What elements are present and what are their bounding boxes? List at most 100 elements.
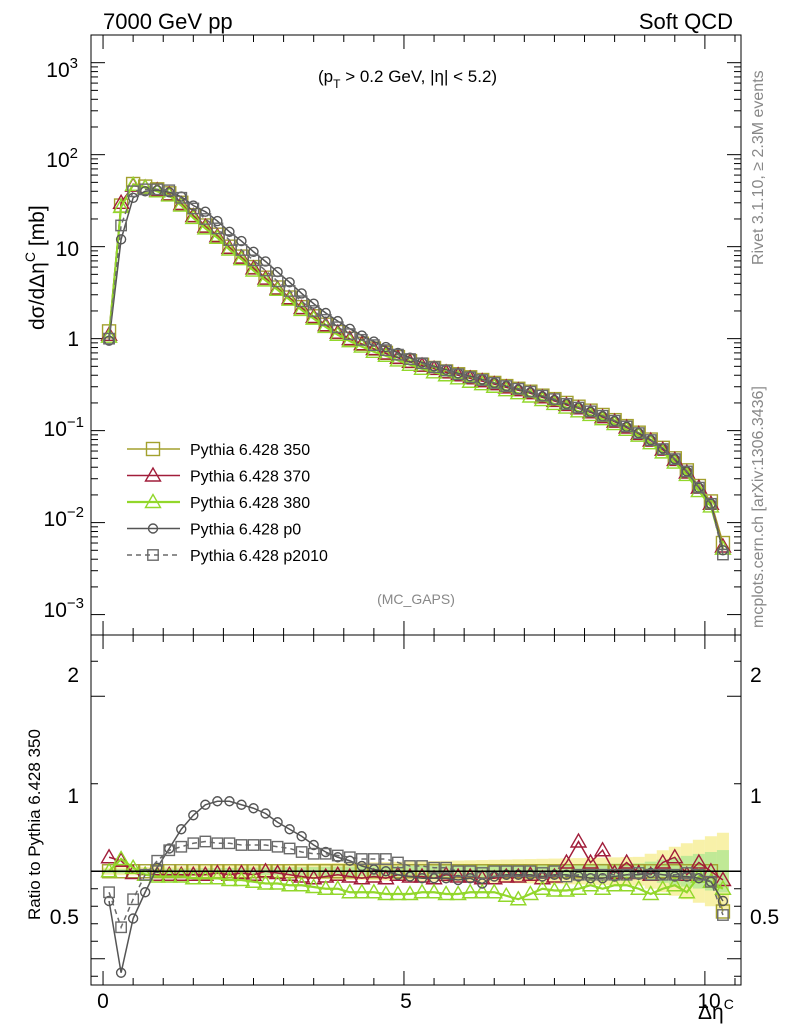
series-2-point-15 bbox=[280, 876, 299, 892]
series-4-point-13 bbox=[259, 839, 272, 851]
series-2-point-10 bbox=[220, 871, 239, 887]
series-2-point-31 bbox=[473, 883, 491, 899]
series-4-point-43 bbox=[620, 868, 633, 881]
series-4-point-38 bbox=[560, 398, 573, 410]
ytick-1e-1: 10−1 bbox=[44, 414, 84, 441]
series-2-point-10 bbox=[220, 240, 239, 256]
series-4-point-35 bbox=[524, 385, 537, 398]
series-1-point-0 bbox=[100, 848, 118, 864]
series-4-point-36 bbox=[536, 867, 549, 879]
series-4-point-1 bbox=[115, 219, 127, 232]
series-3-point-10 bbox=[224, 796, 235, 807]
series-4 bbox=[103, 183, 729, 561]
legend-entry-3: Pythia 6.428 p0 bbox=[127, 522, 301, 539]
series-4-point-15 bbox=[283, 285, 296, 297]
series-4-point-18 bbox=[319, 313, 332, 326]
series-1-point-42 bbox=[605, 412, 624, 428]
ytick-10: 10 bbox=[56, 238, 79, 261]
series-4-point-25 bbox=[404, 353, 416, 365]
series-2-point-18 bbox=[317, 879, 335, 895]
series-3-point-1 bbox=[115, 967, 127, 978]
series-1-point-37 bbox=[545, 392, 564, 408]
series-4-point-42 bbox=[608, 868, 621, 881]
series-4-point-47 bbox=[668, 453, 681, 466]
series-4-point-31 bbox=[476, 867, 489, 879]
series-1-point-22 bbox=[365, 867, 383, 883]
series-2-point-45 bbox=[642, 885, 660, 901]
ratio-ytick-2: 2 bbox=[67, 664, 79, 687]
main-series-group bbox=[100, 175, 732, 561]
series-2-point-32 bbox=[485, 883, 503, 899]
series-4-point-2 bbox=[127, 185, 140, 198]
series-2-point-39 bbox=[569, 879, 588, 895]
series-4-point-20 bbox=[343, 851, 356, 864]
series-1-point-16 bbox=[292, 867, 311, 883]
series-3-point-1 bbox=[115, 234, 127, 245]
series-3-point-4 bbox=[152, 862, 163, 873]
series-4-point-4 bbox=[151, 183, 164, 196]
series-2-point-20 bbox=[341, 332, 359, 348]
series-4-point-16 bbox=[295, 295, 308, 308]
series-4-point-7 bbox=[187, 837, 200, 850]
legend-marker-3-point-0 bbox=[147, 523, 159, 534]
analysis-watermark: (MC_GAPS) bbox=[377, 591, 455, 607]
series-2-point-40 bbox=[581, 876, 600, 892]
series-3-point-9 bbox=[212, 215, 223, 227]
series-3-point-17 bbox=[308, 839, 319, 851]
series-3-point-26 bbox=[416, 873, 428, 884]
series-4-point-43 bbox=[620, 420, 633, 433]
series-2-point-29 bbox=[449, 369, 467, 385]
series-2-point-11 bbox=[232, 250, 251, 266]
series-1-point-38 bbox=[557, 396, 576, 412]
series-4-point-11 bbox=[235, 244, 248, 256]
series-4-point-51 bbox=[717, 548, 729, 561]
series-4-point-11 bbox=[235, 839, 248, 851]
ratio-ylabel: Ratio to Pythia 6.428 350 bbox=[25, 729, 44, 920]
series-4-point-28 bbox=[440, 861, 452, 874]
series-2-point-16 bbox=[292, 876, 311, 892]
series-1-point-8 bbox=[196, 865, 215, 881]
legend-marker-2-point-0 bbox=[144, 493, 162, 509]
series-3-point-6 bbox=[176, 824, 187, 835]
series-2-point-11 bbox=[232, 871, 251, 887]
series-2-point-2 bbox=[124, 858, 142, 874]
series-4-point-17 bbox=[307, 305, 320, 317]
series-2-point-34 bbox=[509, 890, 528, 906]
series-1-point-39 bbox=[569, 399, 588, 415]
series-2-point-9 bbox=[208, 869, 227, 885]
series-2-point-15 bbox=[280, 290, 299, 306]
series-2-point-51 bbox=[714, 879, 732, 895]
series-2-point-6 bbox=[172, 867, 190, 883]
series-4-point-16 bbox=[295, 846, 308, 858]
series-1-point-6 bbox=[172, 865, 190, 881]
ratio-ytick-right-0.5: 0.5 bbox=[750, 906, 779, 929]
series-4-point-21 bbox=[355, 853, 368, 865]
series-2-point-7 bbox=[184, 869, 203, 885]
series-2-point-16 bbox=[292, 301, 311, 317]
series-4-point-17 bbox=[307, 847, 320, 860]
series-1-point-15 bbox=[280, 865, 299, 881]
series-2-line bbox=[108, 857, 724, 901]
series-3-point-12 bbox=[248, 246, 259, 257]
series-1-point-17 bbox=[304, 869, 323, 885]
series-4-line bbox=[108, 840, 724, 930]
series-4-point-45 bbox=[644, 868, 657, 881]
series-4-point-23 bbox=[380, 853, 392, 865]
series-3-point-0 bbox=[103, 895, 115, 907]
series-2-point-25 bbox=[401, 885, 419, 901]
series-3-point-2 bbox=[127, 913, 139, 924]
series-3-point-9 bbox=[212, 796, 223, 807]
series-4-point-23 bbox=[380, 344, 392, 357]
series-4-point-39 bbox=[572, 401, 585, 414]
series-4-point-9 bbox=[211, 222, 224, 235]
series-2-point-0 bbox=[100, 327, 118, 343]
series-4-point-14 bbox=[271, 275, 284, 288]
ratio-series-group bbox=[100, 796, 732, 978]
series-1-point-24 bbox=[389, 348, 407, 364]
series-4-point-31 bbox=[476, 374, 489, 386]
series-2-point-24 bbox=[389, 885, 407, 901]
series-4-point-27 bbox=[428, 861, 440, 874]
series-2-point-27 bbox=[425, 363, 443, 379]
series-4-point-27 bbox=[428, 361, 440, 374]
series-1-point-34 bbox=[509, 381, 528, 397]
